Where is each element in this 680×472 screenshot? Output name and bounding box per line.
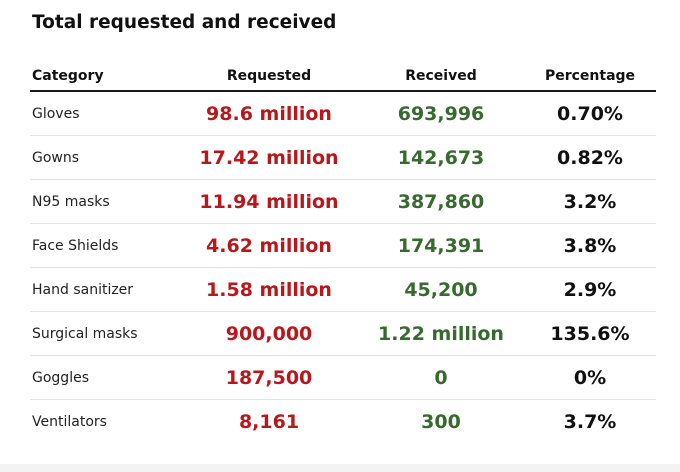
table-row: Face Shields 4.62 million 174,391 3.8% xyxy=(30,224,656,268)
requested-cell: 8,161 xyxy=(238,411,300,433)
table-row: Gloves 98.6 million 693,996 0.70% xyxy=(30,92,656,136)
table-row: Goggles 187,500 0 0% xyxy=(30,356,656,400)
received-cell: 300 xyxy=(421,411,461,433)
category-cell: Ventilators xyxy=(32,414,107,430)
received-cell: 0 xyxy=(434,366,448,389)
table-row: N95 masks 11.94 million 387,860 3.2% xyxy=(30,180,656,224)
category-cell: Gloves xyxy=(32,105,80,122)
category-cell: Surgical masks xyxy=(32,325,138,342)
requested-cell: 98.6 million xyxy=(206,102,332,125)
percentage-cell: 3.2% xyxy=(563,190,617,213)
column-header-received: Received xyxy=(405,67,477,84)
requested-cell: 187,500 xyxy=(225,366,313,389)
page-title: Total requested and received xyxy=(32,12,337,33)
percentage-cell: 0.70% xyxy=(557,102,623,125)
table-row: Surgical masks 900,000 1.22 million 135.… xyxy=(30,312,656,356)
requested-cell: 11.94 million xyxy=(199,190,339,213)
category-cell: Face Shields xyxy=(32,237,119,254)
category-cell: Goggles xyxy=(32,369,89,386)
bottom-divider xyxy=(0,464,680,472)
column-header-percentage: Percentage xyxy=(544,67,636,84)
percentage-cell: 0.82% xyxy=(557,146,623,169)
requested-cell: 4.62 million xyxy=(206,234,332,257)
column-header-category: Category xyxy=(32,67,104,84)
received-cell: 693,996 xyxy=(397,102,485,125)
percentage-cell: 2.9% xyxy=(563,278,617,301)
received-cell: 1.22 million xyxy=(378,322,504,345)
received-cell: 174,391 xyxy=(397,234,485,257)
percentage-cell: 3.7% xyxy=(563,411,617,433)
requested-received-table: Category Requested Received Percentage G… xyxy=(30,61,656,444)
requested-cell: 17.42 million xyxy=(199,146,339,169)
category-cell: Gowns xyxy=(32,149,80,166)
requested-cell: 1.58 million xyxy=(206,278,332,301)
column-header-requested: Requested xyxy=(226,67,312,84)
received-cell: 387,860 xyxy=(397,190,485,213)
percentage-cell: 135.6% xyxy=(550,322,630,345)
category-cell: Hand sanitizer xyxy=(32,281,134,298)
table-header-row: Category Requested Received Percentage xyxy=(30,61,656,92)
percentage-cell: 0% xyxy=(573,366,607,389)
percentage-cell: 3.8% xyxy=(563,234,617,257)
received-cell: 45,200 xyxy=(404,278,478,301)
table-row: Hand sanitizer 1.58 million 45,200 2.9% xyxy=(30,268,656,312)
category-cell: N95 masks xyxy=(32,193,110,210)
received-cell: 142,673 xyxy=(397,146,485,169)
table-row: Gowns 17.42 million 142,673 0.82% xyxy=(30,136,656,180)
requested-cell: 900,000 xyxy=(225,322,313,345)
table-row: Ventilators 8,161 300 3.7% xyxy=(30,400,656,444)
